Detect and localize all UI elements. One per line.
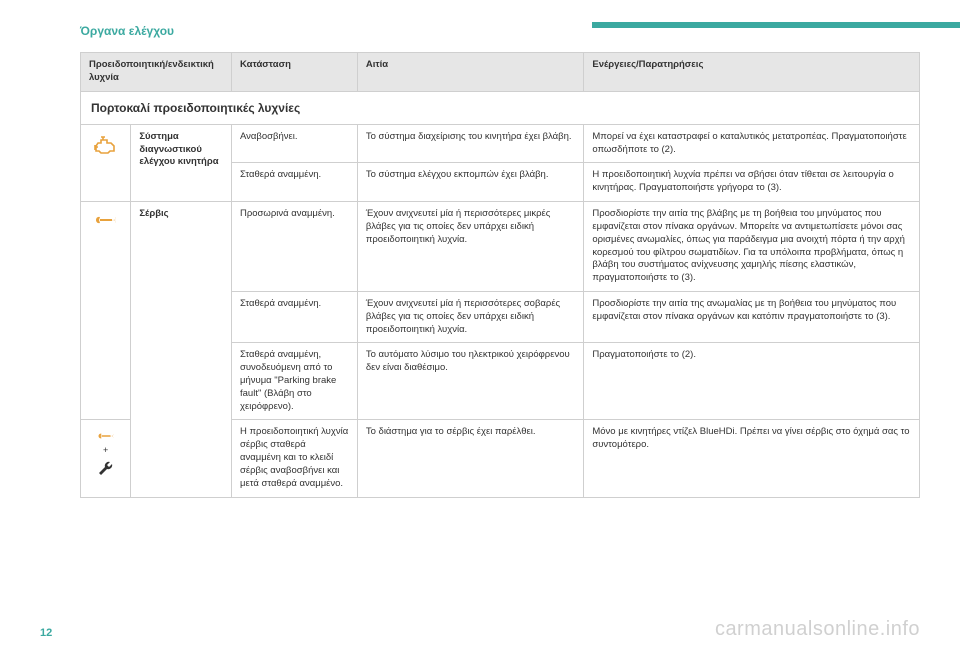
section-row-orange: Πορτοκαλί προειδοποιητικές λυχνίες <box>81 91 920 124</box>
table-row: Σύστημα διαγνωστικού ελέγχου κινητήρα Αν… <box>81 124 920 163</box>
header-state: Κατάσταση <box>232 53 358 92</box>
header-lamp: Προειδοποιητική/ενδεικτική λυχνία <box>81 53 232 92</box>
wrench-icon <box>94 430 118 442</box>
cell-cause: Το διάστημα για το σέρβις έχει παρέλθει. <box>357 420 584 497</box>
cell-cause: Έχουν ανιχνευτεί μία ή περισσότερες σοβα… <box>357 291 584 342</box>
label-engine: Σύστημα διαγνωστικού ελέγχου κινητήρα <box>131 124 232 201</box>
cell-state: Η προειδοποιητική λυχνία σέρβις σταθερά … <box>232 420 358 497</box>
cell-cause: Το σύστημα διαχείρισης του κινητήρα έχει… <box>357 124 584 163</box>
label-service: Σέρβις <box>131 202 232 497</box>
cell-actions: Πραγματοποιήστε το (2). <box>584 343 920 420</box>
spanner-icon <box>96 459 116 479</box>
cell-state: Προσωρινά αναμμένη. <box>232 202 358 292</box>
plus-icon: + <box>89 444 122 456</box>
icon-cell-engine <box>81 124 131 201</box>
cell-state: Σταθερά αναμμένη. <box>232 163 358 202</box>
cell-state: Σταθερά αναμμένη. <box>232 291 358 342</box>
table-header-row: Προειδοποιητική/ενδεικτική λυχνία Κατάστ… <box>81 53 920 92</box>
section-row-label: Πορτοκαλί προειδοποιητικές λυχνίες <box>81 91 920 124</box>
icon-cell-service-wrench: + <box>81 420 131 497</box>
cell-actions: Μόνο με κινητήρες ντίζελ BlueHDi. Πρέπει… <box>584 420 920 497</box>
cell-actions: Προσδιορίστε την αιτία της βλάβης με τη … <box>584 202 920 292</box>
watermark: carmanualsonline.info <box>715 618 920 641</box>
header-actions: Ενέργειες/Παρατηρήσεις <box>584 53 920 92</box>
icon-cell-service <box>81 202 131 420</box>
page-content: Όργανα ελέγχου Προειδοποιητική/ενδεικτικ… <box>0 0 960 508</box>
cell-actions: Μπορεί να έχει καταστραφεί ο καταλυτικός… <box>584 124 920 163</box>
page-number: 12 <box>40 627 52 639</box>
wrench-icon <box>93 212 119 228</box>
cell-actions: Προσδιορίστε την αιτία της ανωμαλίας με … <box>584 291 920 342</box>
cell-cause: Το σύστημα ελέγχου εκπομπών έχει βλάβη. <box>357 163 584 202</box>
accent-stripe <box>592 22 960 28</box>
engine-icon <box>92 135 120 157</box>
cell-state: Αναβοσβήνει. <box>232 124 358 163</box>
table-row: Σέρβις Προσωρινά αναμμένη. Έχουν ανιχνευ… <box>81 202 920 292</box>
header-cause: Αιτία <box>357 53 584 92</box>
warning-lights-table: Προειδοποιητική/ενδεικτική λυχνία Κατάστ… <box>80 52 920 498</box>
cell-state: Σταθερά αναμμένη, συνοδευόμενη από το μή… <box>232 343 358 420</box>
cell-cause: Έχουν ανιχνευτεί μία ή περισσότερες μικρ… <box>357 202 584 292</box>
cell-actions: Η προειδοποιητική λυχνία πρέπει να σβήσε… <box>584 163 920 202</box>
cell-cause: Το αυτόματο λύσιμο του ηλεκτρικού χειρόφ… <box>357 343 584 420</box>
